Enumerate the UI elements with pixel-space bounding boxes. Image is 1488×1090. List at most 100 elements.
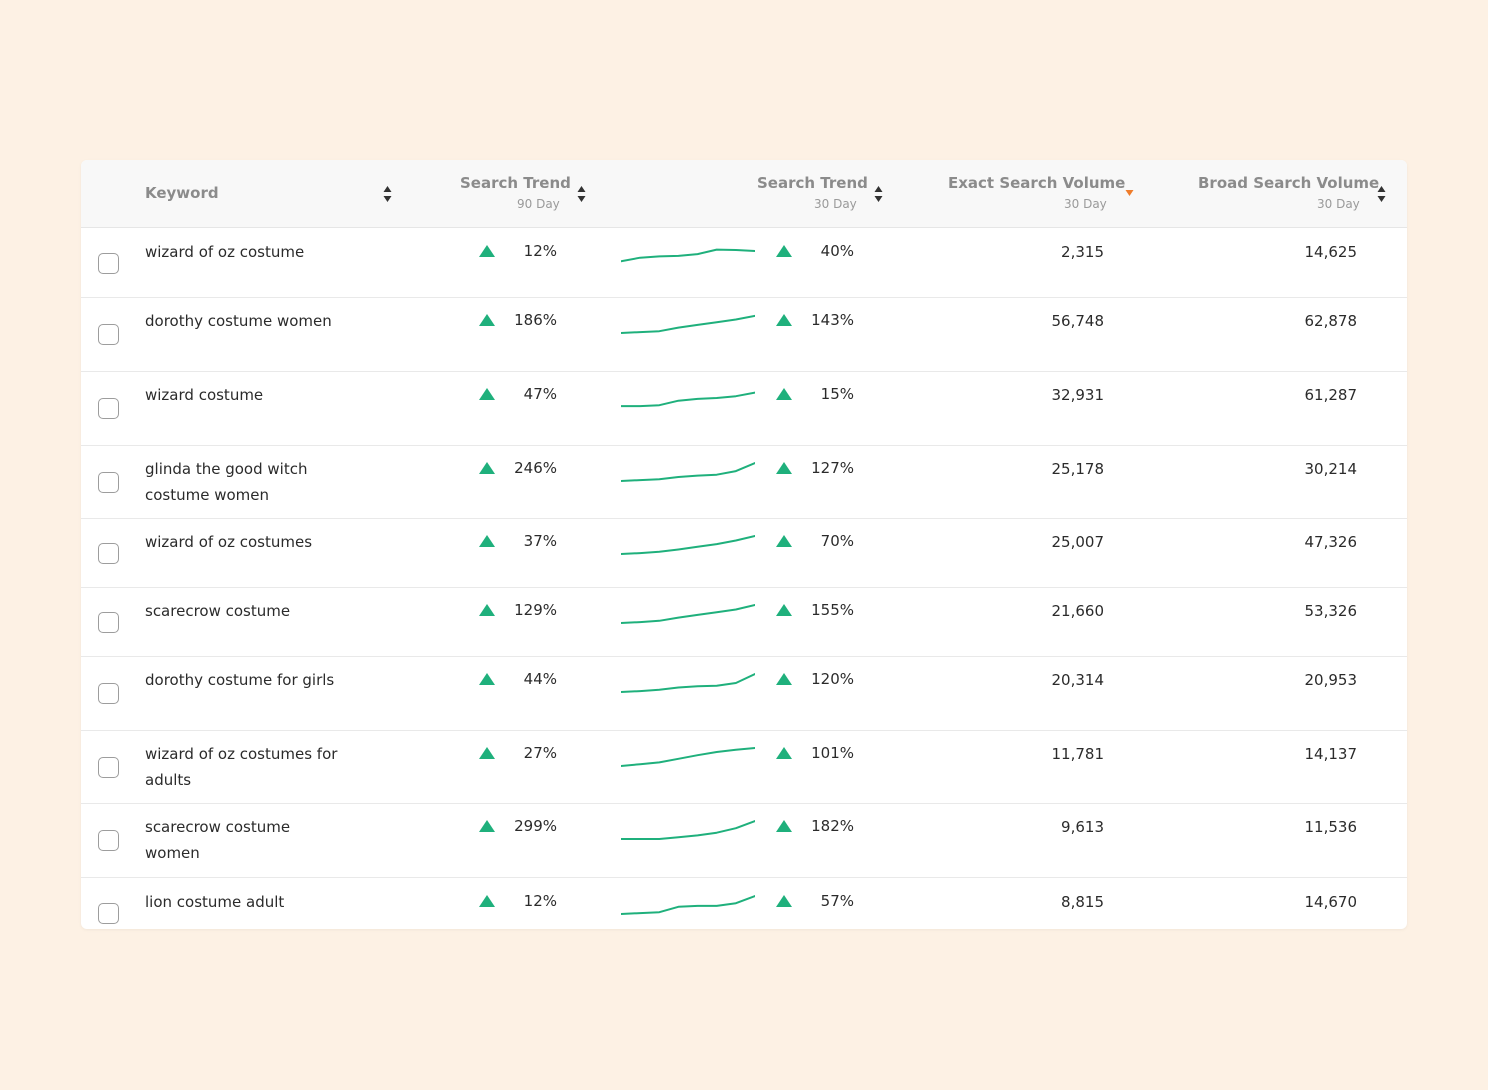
trend30-value: 40% (820, 242, 854, 260)
row-checkbox[interactable] (98, 543, 119, 564)
table-row: wizard of oz costumes for adults 27% 101… (81, 731, 1407, 804)
sparkline (621, 604, 755, 624)
header-trend90-sub: 90 Day (517, 197, 560, 211)
trend90-value: 12% (523, 892, 557, 910)
exact-volume: 32,931 (1051, 386, 1105, 404)
keyword-text: scarecrow costume (145, 602, 291, 620)
trend-up-icon (479, 604, 495, 616)
row-checkbox[interactable] (98, 683, 119, 704)
trend90-value: 27% (523, 744, 557, 762)
sparkline (621, 747, 755, 767)
row-checkbox[interactable] (98, 830, 119, 851)
trend-up-icon (479, 245, 495, 257)
trend-up-icon (776, 314, 792, 326)
sort-desc-active-icon[interactable] (1125, 189, 1134, 197)
trend-up-icon (479, 535, 495, 547)
trend-up-icon (479, 820, 495, 832)
keyword-text: dorothy costume for girls (145, 671, 335, 689)
broad-volume: 11,536 (1304, 818, 1358, 836)
exact-volume: 20,314 (1051, 671, 1105, 689)
trend30-value: 120% (811, 670, 854, 688)
trend-up-icon (776, 462, 792, 474)
table-row: dorothy costume women 186% 143% 56,748 6… (81, 298, 1407, 372)
trend-up-icon (776, 245, 792, 257)
keyword-text: dorothy costume women (145, 312, 332, 330)
trend90-value: 37% (523, 532, 557, 550)
row-checkbox[interactable] (98, 472, 119, 493)
table-row: glinda the good witch costume women 246%… (81, 446, 1407, 519)
header-trend30-sub: 30 Day (814, 197, 857, 211)
table-header: Keyword Search Trend 90 Day Search Trend… (81, 160, 1407, 228)
trend90-value: 299% (514, 817, 557, 835)
trend-up-icon (776, 535, 792, 547)
trend90-value: 12% (523, 242, 557, 260)
exact-volume: 25,178 (1051, 460, 1105, 478)
sort-both-icon[interactable] (874, 185, 883, 203)
sort-both-icon[interactable] (577, 185, 586, 203)
trend30-value: 127% (811, 459, 854, 477)
trend90-value: 129% (514, 601, 557, 619)
table-row: scarecrow costume women 299% 182% 9,613 … (81, 804, 1407, 878)
exact-volume: 9,613 (1061, 818, 1104, 836)
table-row: wizard of oz costume 12% 40% 2,315 14,62… (81, 229, 1407, 298)
keyword-text: wizard of oz costume (145, 243, 305, 261)
trend-up-icon (776, 820, 792, 832)
keyword-text: wizard of oz costumes (145, 533, 313, 551)
table-row: dorothy costume for girls 44% 120% 20,31… (81, 657, 1407, 731)
trend30-value: 70% (820, 532, 854, 550)
broad-volume: 14,625 (1304, 243, 1358, 261)
trend30-value: 57% (820, 892, 854, 910)
exact-volume: 21,660 (1051, 602, 1105, 620)
trend-up-icon (479, 462, 495, 474)
table-row: scarecrow costume 129% 155% 21,660 53,32… (81, 588, 1407, 657)
exact-volume: 8,815 (1061, 893, 1104, 911)
sparkline (621, 248, 755, 263)
trend30-value: 143% (811, 311, 854, 329)
sparkline (621, 673, 755, 693)
row-checkbox[interactable] (98, 757, 119, 778)
trend-up-icon (776, 604, 792, 616)
sparkline (621, 391, 755, 408)
broad-volume: 62,878 (1304, 312, 1358, 330)
table-row: wizard of oz costumes 37% 70% 25,007 47,… (81, 519, 1407, 588)
sort-both-icon[interactable] (383, 185, 392, 203)
row-checkbox[interactable] (98, 324, 119, 345)
keyword-text: scarecrow costume women (145, 818, 291, 862)
broad-volume: 14,137 (1304, 745, 1358, 763)
header-exact-title: Exact Search Volume (948, 174, 1126, 192)
trend90-value: 186% (514, 311, 557, 329)
keyword-text: wizard costume (145, 386, 264, 404)
row-checkbox[interactable] (98, 612, 119, 633)
trend-up-icon (479, 673, 495, 685)
header-trend90-title: Search Trend (460, 174, 571, 192)
broad-volume: 14,670 (1304, 893, 1358, 911)
trend90-value: 246% (514, 459, 557, 477)
sparkline (621, 820, 755, 840)
trend-up-icon (479, 314, 495, 326)
sparkline (621, 535, 755, 555)
header-keyword: Keyword (145, 184, 219, 202)
broad-volume: 47,326 (1304, 533, 1358, 551)
keyword-text: lion costume adult (145, 893, 285, 911)
sparkline (621, 462, 755, 482)
sort-both-icon[interactable] (1377, 185, 1386, 203)
keyword-text: glinda the good witch costume women (145, 460, 308, 504)
header-broad-title: Broad Search Volume (1198, 174, 1380, 192)
trend-up-icon (776, 388, 792, 400)
table-row: lion costume adult 12% 57% 8,815 14,670 (81, 878, 1407, 929)
trend-up-icon (479, 895, 495, 907)
row-checkbox[interactable] (98, 903, 119, 924)
trend-up-icon (776, 895, 792, 907)
trend-up-icon (776, 673, 792, 685)
row-checkbox[interactable] (98, 253, 119, 274)
trend30-value: 15% (820, 385, 854, 403)
row-checkbox[interactable] (98, 398, 119, 419)
broad-volume: 61,287 (1304, 386, 1358, 404)
broad-volume: 53,326 (1304, 602, 1358, 620)
trend-up-icon (776, 747, 792, 759)
sparkline (621, 895, 755, 915)
trend30-value: 182% (811, 817, 854, 835)
trend90-value: 44% (523, 670, 557, 688)
header-broad-sub: 30 Day (1317, 197, 1360, 211)
header-trend30-title: Search Trend (757, 174, 868, 192)
